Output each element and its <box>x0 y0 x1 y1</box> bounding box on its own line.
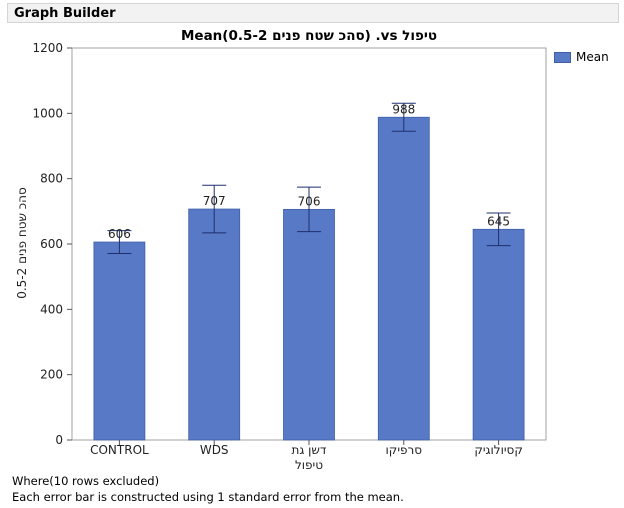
data-label: 606 <box>108 227 131 241</box>
bar <box>283 208 335 441</box>
x-tick-label: דשן גת <box>292 443 327 457</box>
y-tick-label: 800 <box>40 172 63 186</box>
x-tick-label: סרפיקו <box>386 443 423 457</box>
x-tick-label: טיפול <box>295 458 323 472</box>
panel-title: Graph Builder <box>14 6 116 21</box>
data-label: 645 <box>487 214 510 228</box>
legend-label: Mean <box>576 50 609 64</box>
bar <box>93 241 146 441</box>
x-tick-label: WDS <box>200 443 229 457</box>
legend-swatch <box>554 51 571 63</box>
x-tick-label: קסיולוגיק <box>474 443 523 457</box>
where-clause: Where(10 rows excluded) <box>12 474 160 488</box>
chart-title: טיפול vs. (סהכ שטח פנים 0.5-2)Mean <box>180 28 438 44</box>
y-tick-label: 1000 <box>32 106 63 120</box>
data-label: 707 <box>203 194 226 208</box>
bar <box>472 228 525 441</box>
bar <box>377 116 430 441</box>
error-bar-note: Each error bar is constructed using 1 st… <box>12 490 404 504</box>
legend[interactable]: Mean <box>554 50 609 64</box>
data-label: 988 <box>392 102 415 116</box>
graph-builder-header[interactable]: Graph Builder <box>7 3 619 23</box>
y-tick-label: 600 <box>40 237 63 251</box>
data-label: 706 <box>298 194 321 208</box>
bar <box>188 208 241 441</box>
y-tick-label: 1200 <box>32 41 63 55</box>
x-tick-label: CONTROL <box>90 443 149 457</box>
y-tick-label: 400 <box>40 302 63 316</box>
y-tick-label: 200 <box>40 368 63 382</box>
y-tick-label: 0 <box>55 433 63 447</box>
